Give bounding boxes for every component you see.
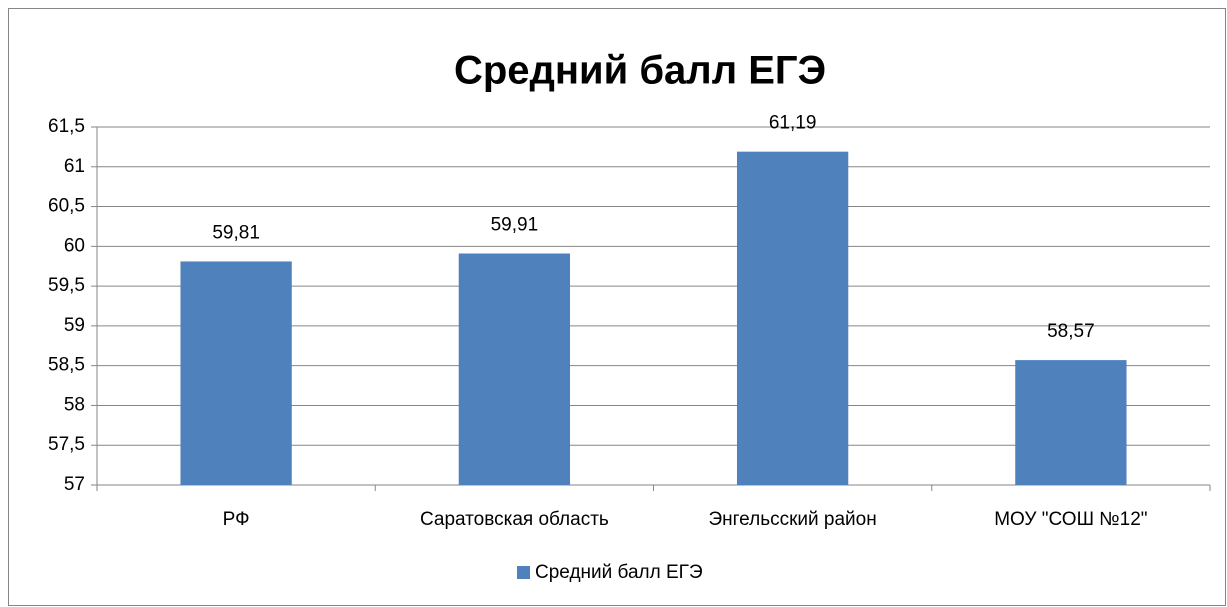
y-tick-label: 57,5: [48, 434, 85, 455]
y-tick-label: 61,5: [48, 116, 85, 137]
y-tick-label: 60,5: [48, 196, 85, 217]
y-tick-label: 59,5: [48, 275, 85, 296]
x-tick-label: Саратовская область: [420, 509, 609, 530]
y-tick-label: 58,5: [48, 355, 85, 376]
legend-swatch: [517, 566, 530, 579]
bar: [180, 261, 292, 485]
bar: [1015, 360, 1127, 485]
value-label: 58,57: [1047, 321, 1095, 342]
y-tick-label: 61: [64, 156, 85, 177]
y-tick-label: 58: [64, 394, 85, 415]
value-label: 59,91: [491, 215, 539, 236]
value-label: 61,19: [769, 113, 817, 134]
x-tick-label: РФ: [223, 509, 250, 530]
y-tick-label: 57: [64, 474, 85, 495]
value-label: 59,81: [212, 222, 260, 243]
chart-title: Средний балл ЕГЭ: [454, 49, 826, 93]
bar: [736, 151, 849, 485]
y-tick-label: 60: [64, 235, 85, 256]
y-tick-label: 59: [64, 315, 85, 336]
bar: [458, 253, 571, 485]
x-tick-label: МОУ "СОШ №12": [994, 509, 1147, 530]
legend-label: Средний балл ЕГЭ: [535, 562, 703, 583]
x-tick-label: Энгельсский район: [709, 509, 877, 530]
